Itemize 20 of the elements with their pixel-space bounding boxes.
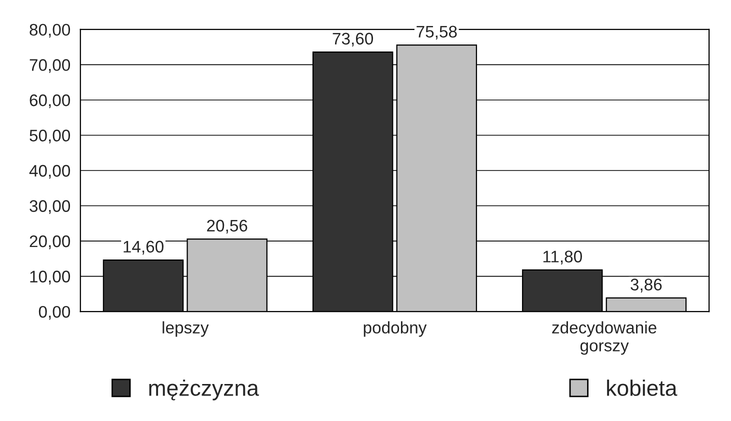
x-tick-label: podobny xyxy=(364,321,427,337)
y-tick-label: 70,00 xyxy=(30,59,70,73)
y-tick-label: 30,00 xyxy=(30,200,70,214)
data-label: 73,60 xyxy=(332,32,374,47)
y-tick-label: 60,00 xyxy=(30,94,70,108)
y-tick-label: 0,00 xyxy=(38,306,70,320)
x-tick-label: lepszy xyxy=(162,321,209,337)
y-tick-label: 20,00 xyxy=(30,235,70,250)
data-label: 20,56 xyxy=(207,220,248,234)
legend-label: kobieta xyxy=(607,380,678,396)
y-tick-label: 50,00 xyxy=(30,130,70,144)
data-label: 14,60 xyxy=(124,240,164,255)
data-label: 3,86 xyxy=(630,278,662,292)
data-label: 75,58 xyxy=(416,26,457,40)
y-tick-label: 80,00 xyxy=(30,24,70,38)
y-tick-label: 10,00 xyxy=(30,270,70,284)
data-label: 11,80 xyxy=(543,250,582,264)
x-tick-label: zdecydowanie gorszy xyxy=(552,321,656,355)
legend-label: mężczyzna xyxy=(149,380,259,400)
y-tick-label: 40,00 xyxy=(29,164,70,179)
